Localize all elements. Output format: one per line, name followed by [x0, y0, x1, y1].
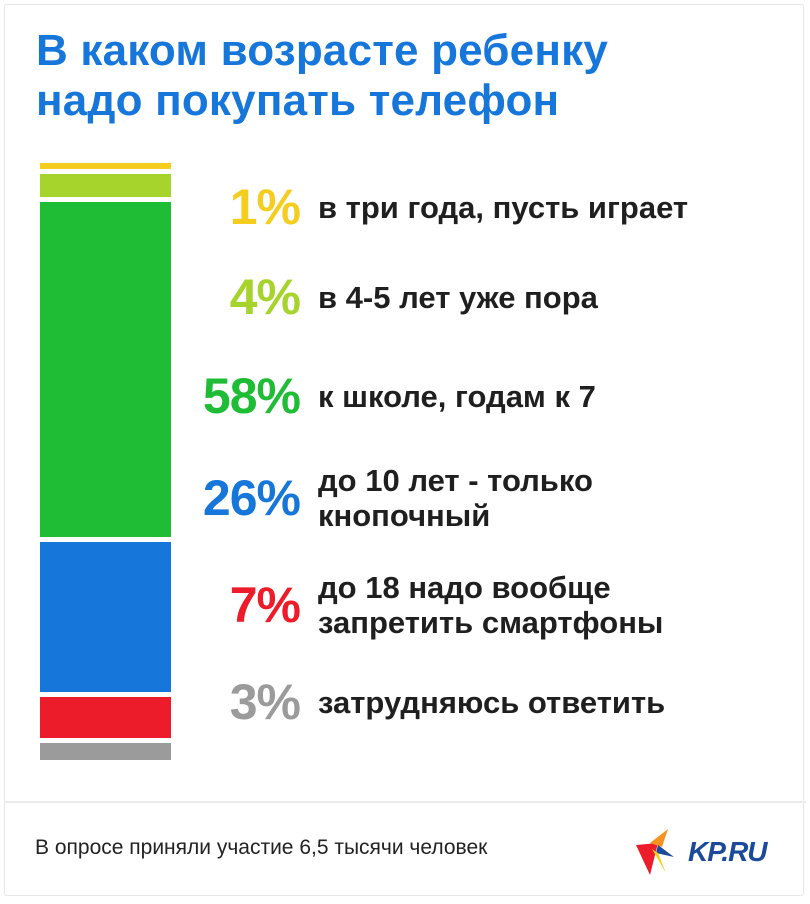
bar-segment-1 — [40, 163, 171, 169]
legend-row: 26% до 10 лет - только кнопочный — [0, 463, 810, 533]
category-label: до 10 лет - только кнопочный — [318, 463, 778, 533]
page-title: В каком возрасте ребенку надо покупать т… — [36, 26, 776, 126]
percent-label: 58% — [202, 368, 301, 424]
category-label-line: запретить смартфоны — [318, 605, 664, 640]
footer-divider — [4, 801, 806, 803]
footnote: В опросе приняли участие 6,5 тысячи чело… — [35, 836, 488, 859]
kp-logo-text[interactable]: KP.RU — [688, 836, 768, 867]
legend-row: 3% затрудняюсь ответить — [0, 676, 810, 728]
bar-segment-4 — [40, 542, 171, 693]
legend-row: 58% к школе, годам к 7 — [0, 370, 810, 422]
category-label: затрудняюсь ответить — [318, 685, 778, 720]
legend-labels: 1% в три года, пусть играет 4% в 4-5 лет уж… — [0, 181, 810, 728]
legend-row: 1% в три года, пусть играет — [0, 181, 810, 233]
category-label-line: к школе, годам к 7 — [318, 378, 596, 414]
title-line-2: надо покупать телефон — [36, 76, 560, 125]
legend-row: 4% в 4-5 лет уже пора — [0, 271, 810, 323]
bar-segment-3 — [40, 201, 171, 537]
category-label-line: затрудняюсь ответить — [318, 684, 666, 720]
category-label-line: до 18 надо вообще — [318, 570, 611, 605]
category-label-line: до 10 лет - только — [318, 463, 593, 498]
category-label: к школе, годам к 7 — [318, 379, 778, 414]
legend-row: 7% до 18 надо вообще запретить смартфоны — [0, 570, 810, 640]
bar-segment-6 — [40, 742, 171, 760]
category-label-line: в 4-5 лет уже пора — [318, 279, 598, 315]
title-line-1: В каком возрасте ребенку — [36, 26, 608, 75]
category-label-line: кнопочный — [318, 498, 491, 533]
card-frame — [4, 4, 804, 896]
kp-logo-icon[interactable] — [628, 823, 778, 879]
percent-label: 26% — [202, 470, 301, 526]
stacked-bar — [40, 163, 171, 760]
percent-label: 7% — [229, 577, 301, 633]
bar-segment-2 — [40, 173, 171, 197]
percent-label: 4% — [229, 269, 301, 325]
percent-label: 1% — [229, 179, 301, 235]
category-label-line: в три года, пусть играет — [318, 189, 689, 225]
category-label: в три года, пусть играет — [318, 190, 778, 225]
percent-label: 3% — [229, 674, 301, 730]
bar-segment-5 — [40, 697, 171, 738]
category-label: в 4-5 лет уже пора — [318, 280, 778, 315]
category-label: до 18 надо вообще запретить смартфоны — [318, 570, 778, 640]
